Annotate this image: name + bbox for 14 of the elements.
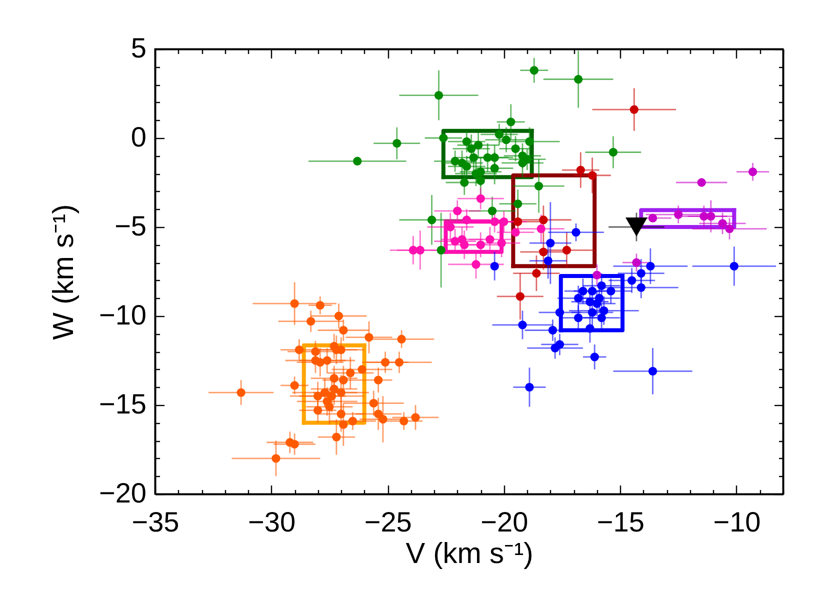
x-axis-title: V (km s⁻¹) bbox=[406, 538, 534, 570]
y-axis-title: W (km s⁻¹) bbox=[48, 204, 80, 340]
y-tick-label: 5 bbox=[130, 32, 146, 64]
y-tick-label: 0 bbox=[130, 122, 146, 152]
y-tick-label: −20 bbox=[99, 478, 146, 508]
x-tick-label: −10 bbox=[713, 506, 761, 538]
x-tick-label: −20 bbox=[480, 506, 528, 538]
y-tick-label: −10 bbox=[99, 300, 146, 330]
x-tick-label: −35 bbox=[132, 506, 180, 538]
y-tick-label: −5 bbox=[114, 210, 146, 242]
x-tick-label: −30 bbox=[248, 506, 296, 538]
y-tick-label: −15 bbox=[99, 388, 146, 420]
x-tick-label: −25 bbox=[364, 506, 412, 538]
x-tick-label: −15 bbox=[596, 506, 644, 538]
